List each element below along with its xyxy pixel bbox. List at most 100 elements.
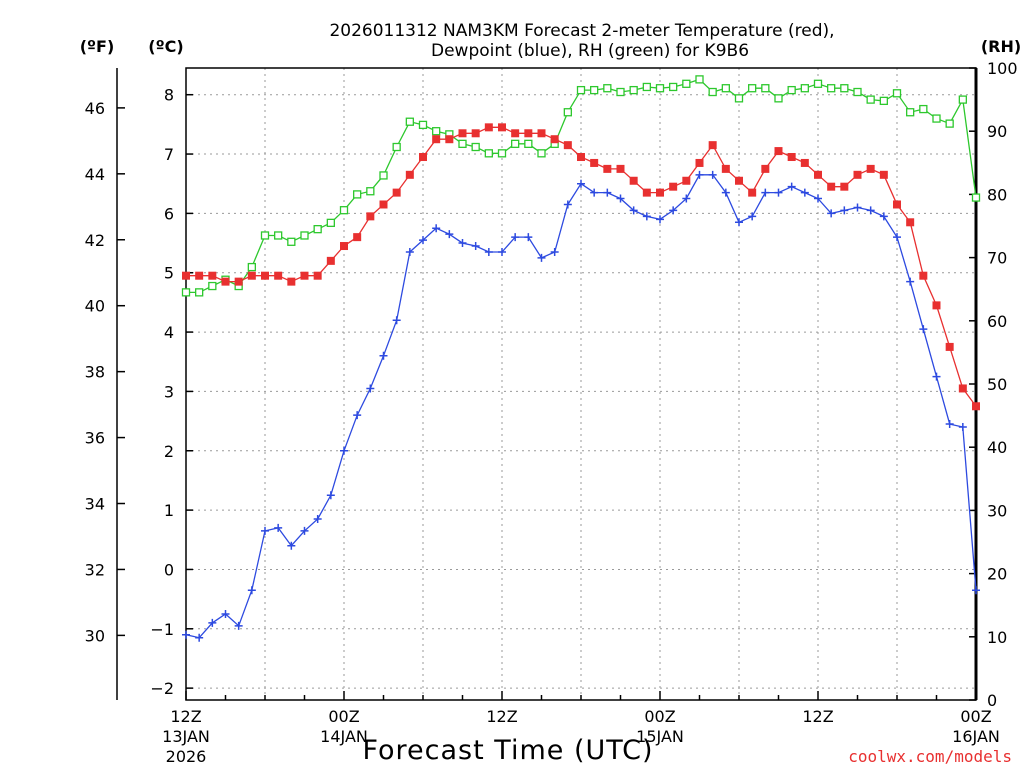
dewpoint-marker [182,630,190,639]
rh-marker [392,142,401,152]
dewpoint-marker [721,188,730,197]
rh-series [181,75,981,297]
rh-marker [695,75,704,84]
dewpoint-marker [774,188,783,197]
dewpoint-marker [340,446,348,455]
rh-marker [879,96,888,106]
rh-marker [827,84,836,93]
temperature-marker [195,271,204,280]
rh-marker [590,85,599,95]
dewpoint-marker [432,224,441,233]
temperature-marker [695,158,704,167]
dewpoint-marker [656,215,664,224]
rh-tick-label: 90 [987,122,1007,141]
dewpoint-marker [484,247,493,256]
time-tick-label: 00Z [644,707,675,726]
dewpoint-marker [287,541,296,550]
dewpoint-marker [195,633,204,642]
dewpoint-marker [326,491,335,500]
time-tick-label: 12Z [486,707,517,726]
dewpoint-marker [498,247,506,256]
celsius-tick-label: 6 [164,204,174,223]
temperature-marker [735,176,743,185]
time-tick-year-label: 2026 [166,747,207,766]
dewpoint-marker [537,253,546,262]
temperature-marker [458,129,467,138]
temperature-marker [366,212,375,221]
temperature-marker [603,164,612,173]
dewpoint-marker [392,316,401,325]
rh-tick-label: 20 [987,565,1007,584]
rh-marker [761,84,770,93]
dewpoint-marker [261,526,269,535]
dewpoint-marker [866,206,875,215]
celsius-tick-label: 1 [164,501,174,520]
dewpoint-marker [761,188,770,197]
rh-marker [208,281,217,291]
celsius-tick-label: −2 [150,679,174,698]
temperature-marker [972,402,980,411]
dewpoint-marker [221,609,230,618]
rh-marker [576,85,586,95]
rh-marker [379,171,388,180]
time-tick-date-label: 14JAN [320,727,368,746]
rh-marker [366,187,375,196]
rh-marker [892,89,902,98]
dewpoint-marker [972,586,980,595]
dewpoint-marker [550,247,559,256]
rh-marker [300,231,309,240]
dewpoint-marker [958,423,967,432]
rh-marker [458,139,467,148]
rh-marker [471,142,480,152]
temperature-marker [616,164,625,173]
temperature-marker [932,301,941,310]
celsius-tick-label: 2 [164,442,174,461]
dewpoint-marker [827,209,836,218]
rh-marker [906,108,915,117]
dewpoint-marker [748,212,757,221]
time-tick-label: 12Z [802,707,833,726]
temperature-marker [682,176,691,185]
celsius-tick-label: 4 [164,323,174,342]
dewpoint-marker [524,233,533,242]
rh-marker [260,231,270,240]
dewpoint-marker [603,188,612,197]
watermark: coolwx.com/models [848,747,1012,766]
temperature-marker [484,123,493,132]
rh-marker [247,262,256,272]
temperature-marker [590,158,599,167]
rh-marker [774,94,783,103]
time-tick-date-label: 15JAN [636,727,684,746]
temperature-marker [379,200,388,209]
x-axis-title: Forecast Time (UTC) [362,735,653,766]
fahrenheit-tick-label: 44 [85,165,105,184]
temperature-marker [814,170,822,179]
dewpoint-marker [669,206,678,215]
temperature-marker [300,271,309,280]
temperature-marker [247,271,256,280]
temperature-marker [432,135,441,144]
fahrenheit-axis: 30 32 34 36 38 40 42 44 46 [85,99,125,645]
dewpoint-series [182,170,980,642]
dewpoint-marker [590,188,599,197]
temperature-marker [498,123,506,132]
rh-marker [853,87,862,97]
rh-marker [563,108,572,117]
temperature-marker [326,256,335,265]
dewpoint-marker [840,206,849,215]
dewpoint-marker [814,194,822,203]
dewpoint-marker [379,351,388,360]
dewpoint-marker [511,233,520,242]
dewpoint-marker [366,384,375,393]
temperature-marker [261,271,269,280]
fahrenheit-tick-label: 38 [85,363,105,382]
rh-marker [537,149,546,158]
dewpoint-marker [234,621,243,630]
chart-title-line-1: 2026011312 NAM3KM Forecast 2-meter Tempe… [329,21,834,41]
time-tick-date-label: 13JAN [162,727,210,746]
dewpoint-marker [445,230,454,239]
fahrenheit-tick-label: 34 [85,495,105,514]
rh-marker [655,84,665,93]
rh-marker [405,117,414,126]
